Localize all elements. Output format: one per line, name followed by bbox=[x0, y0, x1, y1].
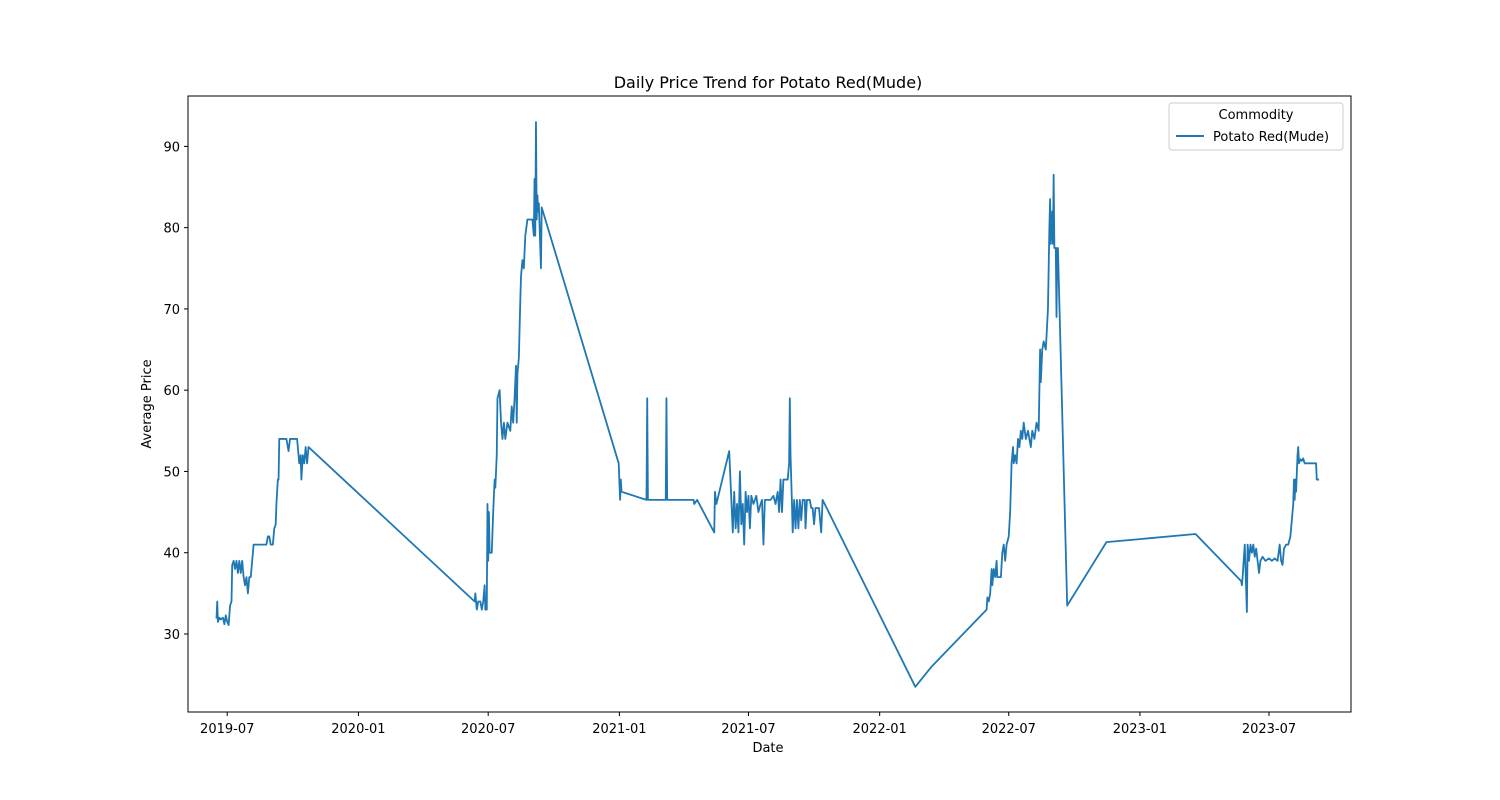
y-tick-label: 60 bbox=[163, 384, 180, 399]
plot-frame bbox=[187, 95, 1352, 713]
y-tick-label: 70 bbox=[163, 303, 180, 318]
y-tick-label: 40 bbox=[163, 547, 180, 562]
x-tick-label: 2019-07 bbox=[200, 722, 254, 737]
legend-title: Commodity bbox=[1219, 108, 1294, 123]
y-tick-label: 50 bbox=[163, 465, 180, 480]
y-tick-label: 30 bbox=[163, 628, 180, 643]
x-tick-label: 2021-07 bbox=[721, 722, 775, 737]
x-tick-label: 2023-01 bbox=[1113, 722, 1167, 737]
y-tick-label: 80 bbox=[163, 222, 180, 237]
y-axis-label: Average Price bbox=[140, 359, 155, 448]
x-axis: 2019-07 2020-01 2020-07 2021-01 2021-07 2022-… bbox=[200, 712, 1296, 737]
legend: Commodity Potato Red(Mude) bbox=[1168, 102, 1344, 151]
y-axis: 30 40 50 60 70 80 90 bbox=[163, 140, 188, 643]
y-tick-label: 90 bbox=[163, 140, 180, 155]
x-tick-label: 2023-07 bbox=[1242, 722, 1296, 737]
chart-title: Daily Price Trend for Potato Red(Mude) bbox=[614, 73, 923, 92]
x-tick-label: 2020-07 bbox=[461, 722, 515, 737]
x-tick-label: 2022-07 bbox=[982, 722, 1036, 737]
x-tick-label: 2021-01 bbox=[592, 722, 646, 737]
x-tick-label: 2020-01 bbox=[331, 722, 385, 737]
x-axis-label: Date bbox=[752, 741, 783, 756]
series-line-0 bbox=[215, 121, 1320, 688]
legend-entry-label: Potato Red(Mude) bbox=[1213, 130, 1329, 145]
legend-frame bbox=[1168, 102, 1344, 151]
series-layer bbox=[215, 121, 1320, 688]
x-tick-label: 2022-01 bbox=[853, 722, 907, 737]
